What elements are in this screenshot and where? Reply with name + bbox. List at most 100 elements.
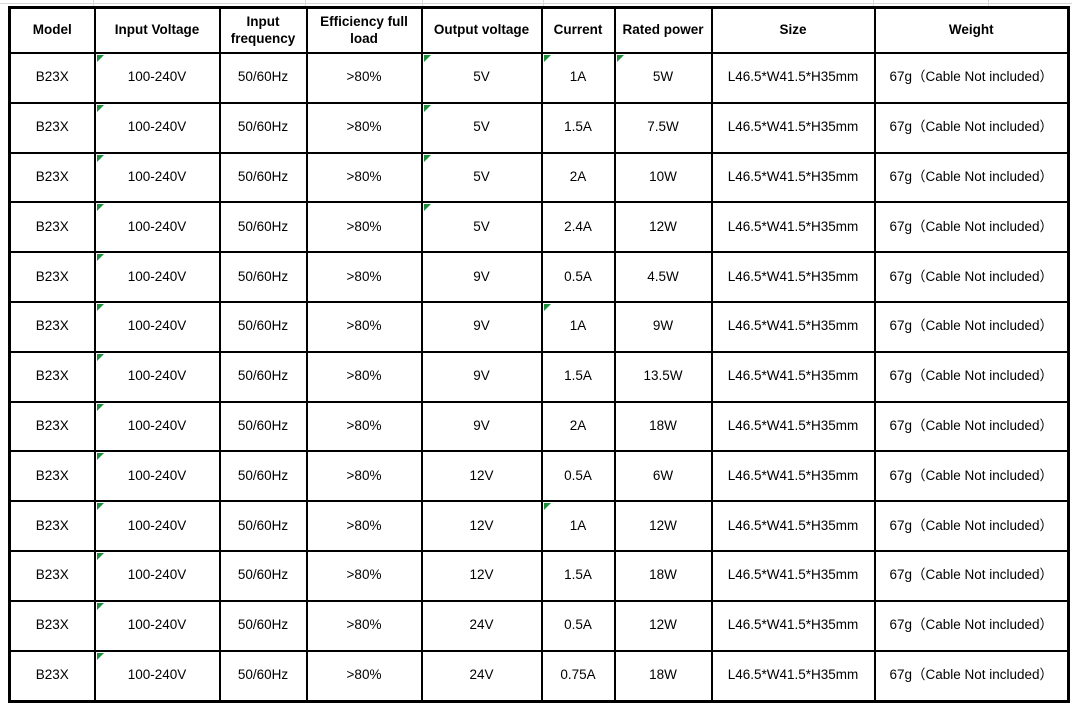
table-cell: L46.5*W41.5*H35mm bbox=[710, 350, 876, 403]
table-row: B23X 100-240V 50/60Hz >80% 5V 2A 10W L46.5*W41.… bbox=[8, 151, 1070, 204]
table-cell: L46.5*W41.5*H35mm bbox=[710, 400, 876, 453]
table-cell: 18W bbox=[613, 549, 713, 602]
table-cell: 100-240V bbox=[93, 500, 221, 552]
error-marker-icon bbox=[96, 403, 104, 411]
table-cell: 100-240V bbox=[93, 549, 221, 602]
error-marker-icon bbox=[543, 55, 551, 62]
table-row: B23X 100-240V 50/60Hz >80% 24V 0.75A 18W L46.5*… bbox=[8, 649, 1070, 703]
table-cell: 50/60Hz bbox=[218, 300, 308, 353]
table-cell: B23X bbox=[8, 649, 96, 703]
table-cell: 67g（Cable Not included） bbox=[873, 400, 1070, 453]
table-cell: 50/60Hz bbox=[218, 649, 308, 703]
table-cell: 1A bbox=[540, 52, 616, 104]
table-cell: B23X bbox=[8, 549, 96, 602]
table-cell: >80% bbox=[305, 649, 423, 703]
table-cell: L46.5*W41.5*H35mm bbox=[710, 52, 876, 104]
table-cell: 100-240V bbox=[93, 599, 221, 652]
table-cell: 2A bbox=[540, 151, 616, 204]
table-cell: >80% bbox=[305, 400, 423, 453]
table-cell: 1A bbox=[540, 500, 616, 552]
error-marker-icon bbox=[543, 303, 551, 311]
table-cell: L46.5*W41.5*H35mm bbox=[710, 450, 876, 503]
table-cell: 24V bbox=[420, 649, 543, 703]
table-cell: B23X bbox=[8, 400, 96, 453]
spec-table: Model Input Voltage Input frequency Efficie… bbox=[8, 6, 1070, 703]
error-marker-icon bbox=[423, 154, 431, 162]
table-cell: B23X bbox=[8, 500, 96, 552]
table-cell: 67g（Cable Not included） bbox=[873, 599, 1070, 652]
table-cell: 18W bbox=[613, 649, 713, 703]
table-cell: >80% bbox=[305, 350, 423, 403]
table-row: B23X 100-240V 50/60Hz >80% 12V 1.5A 18W L46.5*W… bbox=[8, 549, 1070, 602]
table-cell: 67g（Cable Not included） bbox=[873, 151, 1070, 204]
table-cell: 4.5W bbox=[613, 251, 713, 303]
table-cell: B23X bbox=[8, 101, 96, 154]
table-cell: 5W bbox=[613, 52, 713, 104]
table-cell: B23X bbox=[8, 251, 96, 303]
table-cell: 67g（Cable Not included） bbox=[873, 300, 1070, 353]
table-cell: 0.75A bbox=[540, 649, 616, 703]
table-cell: 100-240V bbox=[93, 52, 221, 104]
table-cell: 0.5A bbox=[540, 450, 616, 503]
table-cell: >80% bbox=[305, 450, 423, 503]
table-cell: 1.5A bbox=[540, 350, 616, 403]
table-cell: 2.4A bbox=[540, 201, 616, 254]
background-gridline-stub bbox=[988, 0, 989, 7]
table-cell: >80% bbox=[305, 251, 423, 303]
table-cell: 100-240V bbox=[93, 300, 221, 353]
error-marker-icon bbox=[96, 303, 104, 311]
error-marker-icon bbox=[96, 503, 104, 511]
table-cell: 7.5W bbox=[613, 101, 713, 154]
table-cell: B23X bbox=[8, 300, 96, 353]
table-cell: B23X bbox=[8, 52, 96, 104]
table-cell: 100-240V bbox=[93, 649, 221, 703]
table-row: B23X 100-240V 50/60Hz >80% 5V 1.5A 7.5W L46.5*W… bbox=[8, 101, 1070, 154]
column-header: Size bbox=[710, 6, 876, 54]
table-cell: L46.5*W41.5*H35mm bbox=[710, 151, 876, 204]
error-marker-icon bbox=[96, 552, 104, 560]
table-cell: 9V bbox=[420, 400, 543, 453]
table-row: B23X 100-240V 50/60Hz >80% 12V 0.5A 6W L46.5*W4… bbox=[8, 450, 1070, 503]
error-marker-icon bbox=[96, 104, 104, 112]
table-cell: 12W bbox=[613, 201, 713, 254]
error-marker-icon bbox=[423, 104, 431, 112]
error-marker-icon bbox=[96, 652, 104, 660]
table-cell: B23X bbox=[8, 450, 96, 503]
table-cell: 24V bbox=[420, 599, 543, 652]
error-marker-icon bbox=[423, 55, 431, 62]
table-cell: 50/60Hz bbox=[218, 599, 308, 652]
table-cell: 50/60Hz bbox=[218, 549, 308, 602]
background-gridline bbox=[0, 3, 1072, 4]
table-row: B23X 100-240V 50/60Hz >80% 5V 2.4A 12W L46.5*W4… bbox=[8, 201, 1070, 254]
column-header: Model bbox=[8, 6, 96, 54]
table-cell: 100-240V bbox=[93, 201, 221, 254]
table-cell: 67g（Cable Not included） bbox=[873, 549, 1070, 602]
table-cell: >80% bbox=[305, 549, 423, 602]
table-cell: 50/60Hz bbox=[218, 500, 308, 552]
table-cell: >80% bbox=[305, 52, 423, 104]
table-cell: 5V bbox=[420, 201, 543, 254]
table-cell: 100-240V bbox=[93, 101, 221, 154]
table-cell: 67g（Cable Not included） bbox=[873, 251, 1070, 303]
table-cell: 67g（Cable Not included） bbox=[873, 52, 1070, 104]
table-cell: 12V bbox=[420, 549, 543, 602]
table-cell: B23X bbox=[8, 350, 96, 403]
column-header: Rated power bbox=[613, 6, 713, 54]
table-cell: 1.5A bbox=[540, 549, 616, 602]
table-cell: 67g（Cable Not included） bbox=[873, 201, 1070, 254]
table-cell: 50/60Hz bbox=[218, 52, 308, 104]
table-cell: 9V bbox=[420, 251, 543, 303]
background-gridline-stub bbox=[543, 0, 544, 7]
table-cell: 1.5A bbox=[540, 101, 616, 154]
table-cell: 9W bbox=[613, 300, 713, 353]
table-cell: 6W bbox=[613, 450, 713, 503]
table-cell: 100-240V bbox=[93, 400, 221, 453]
column-header: Efficiency full load bbox=[305, 6, 423, 54]
background-gridline-stub bbox=[93, 0, 94, 7]
table-cell: 67g（Cable Not included） bbox=[873, 450, 1070, 503]
table-cell: 10W bbox=[613, 151, 713, 204]
table-row: B23X 100-240V 50/60Hz >80% 5V 1A 5W L46.5*W41.5… bbox=[8, 52, 1070, 104]
error-marker-icon bbox=[543, 503, 551, 511]
table-cell: 13.5W bbox=[613, 350, 713, 403]
